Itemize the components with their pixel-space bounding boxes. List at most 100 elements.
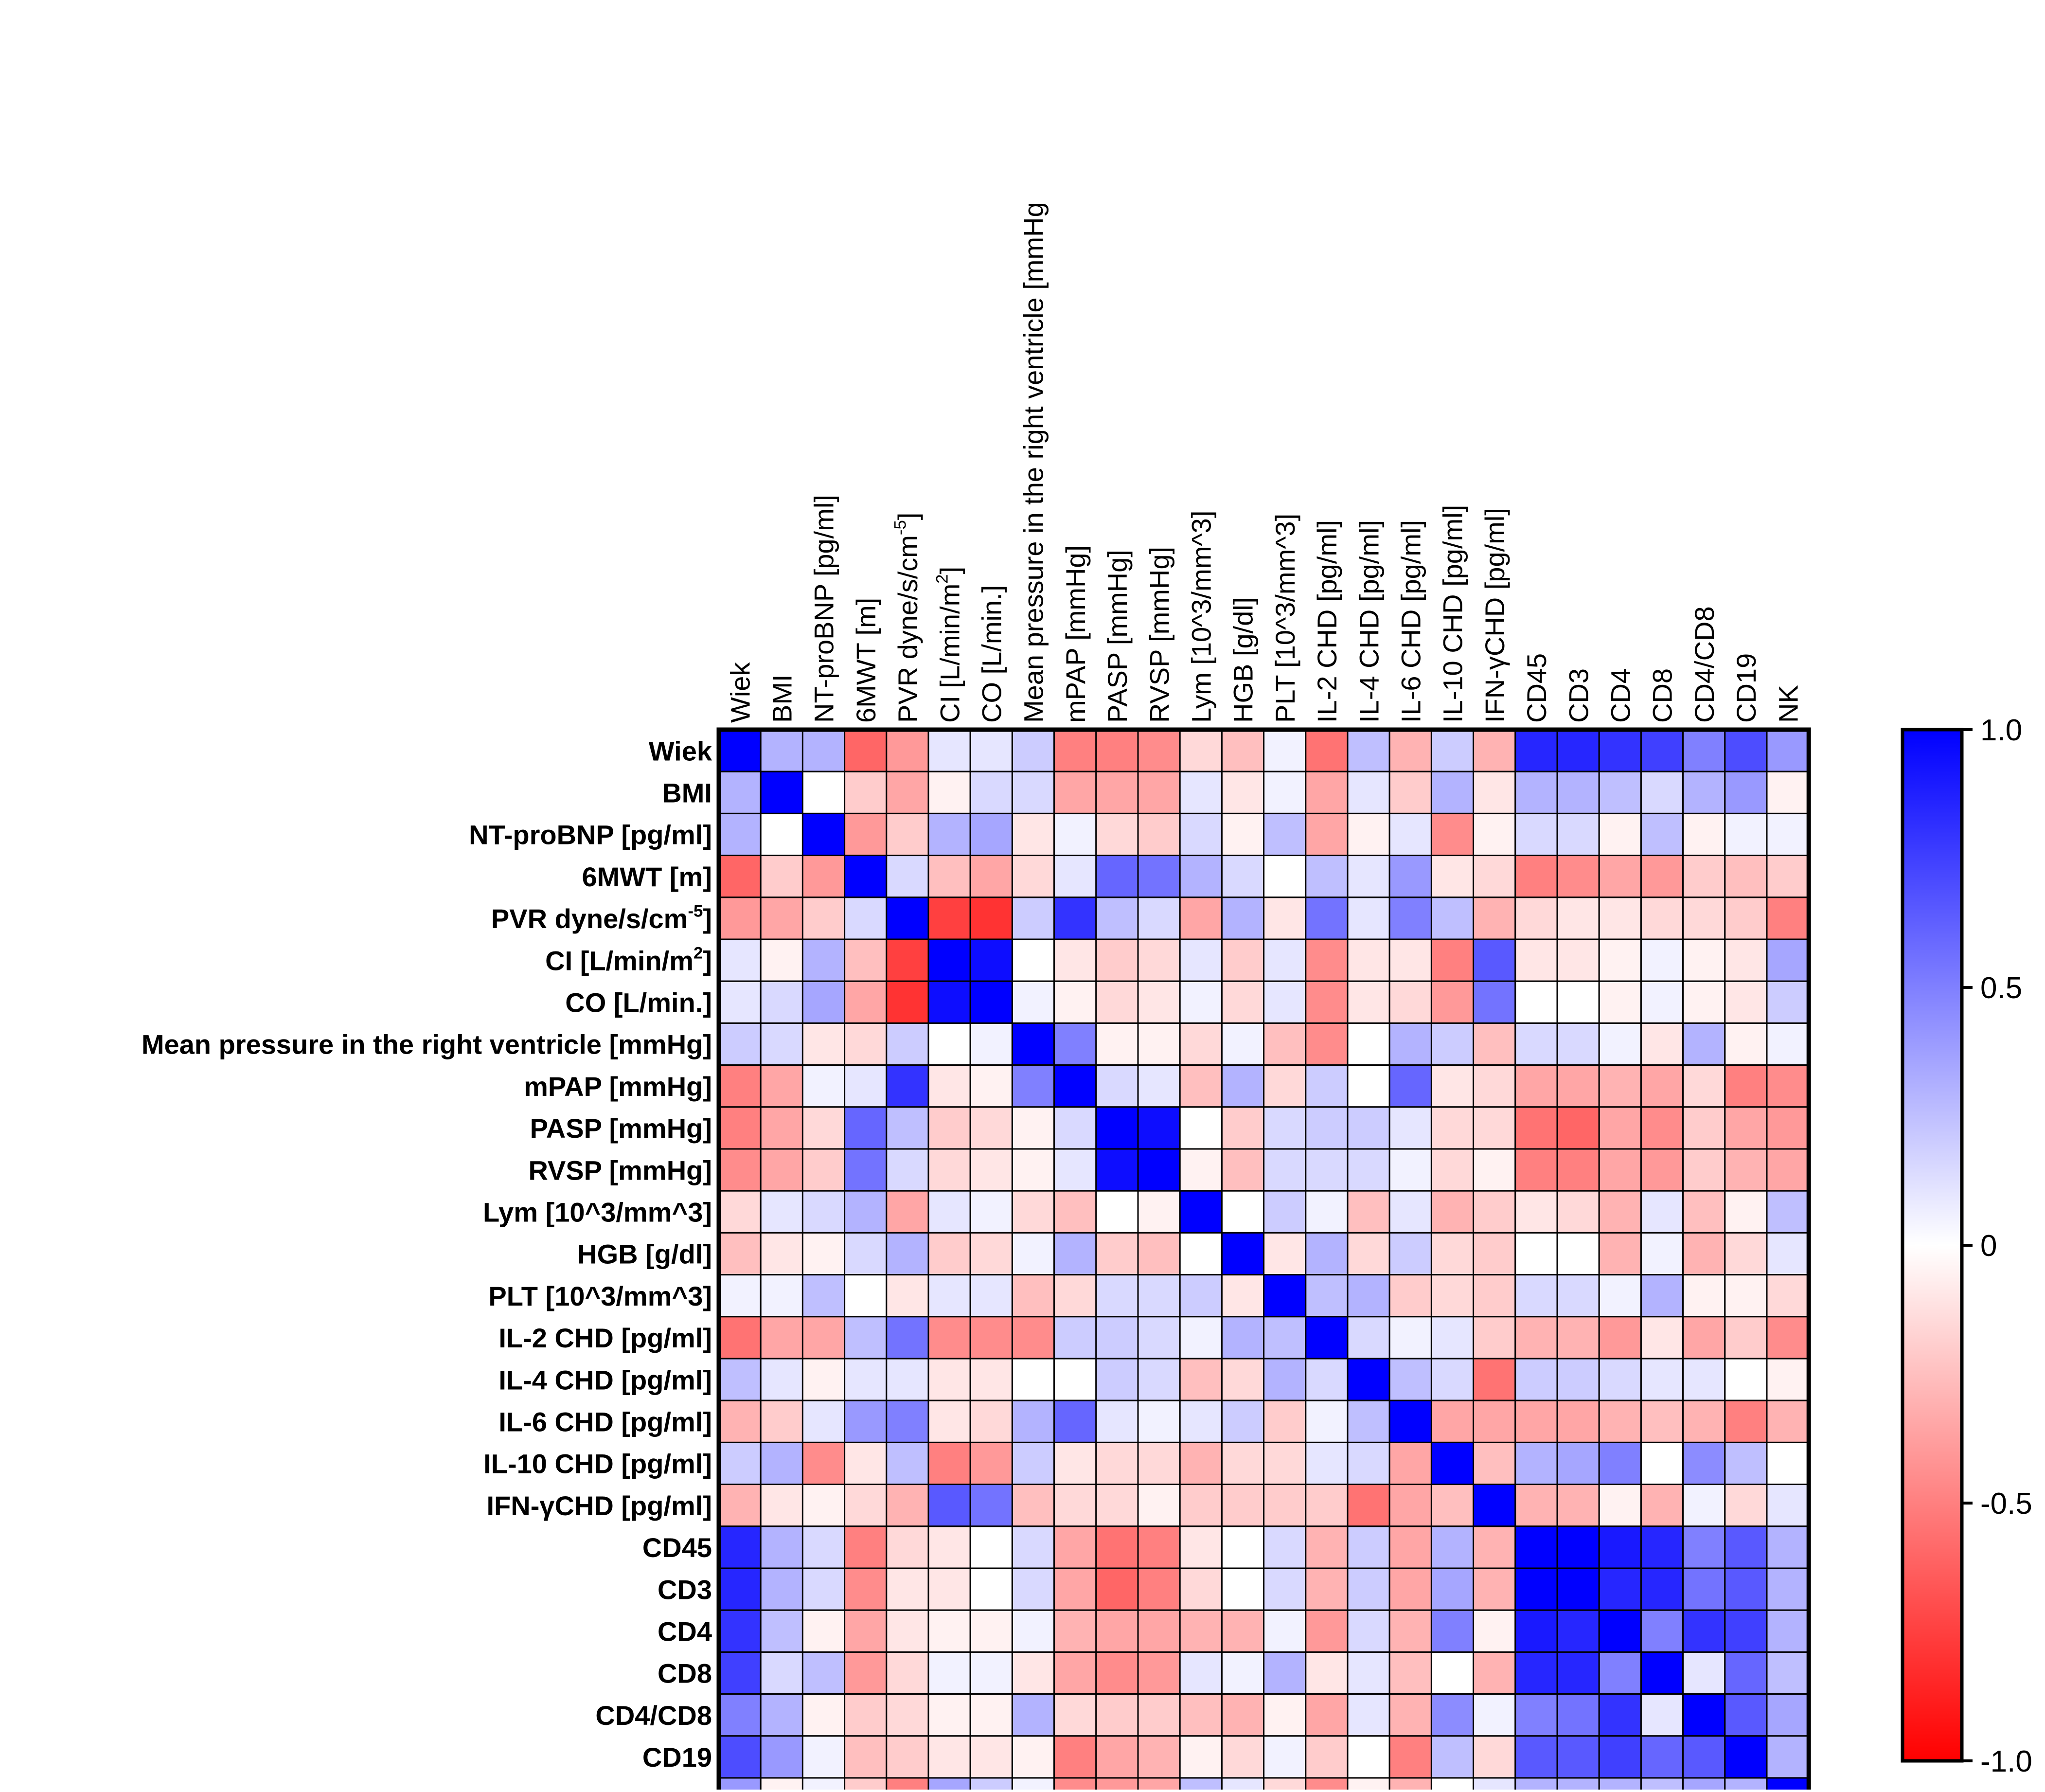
heatmap-cell <box>1095 729 1139 772</box>
heatmap-cell <box>1347 1399 1390 1443</box>
heatmap-cell <box>1221 1274 1265 1318</box>
heatmap-cell <box>1598 1399 1642 1443</box>
heatmap-cell <box>1221 1651 1265 1695</box>
heatmap-cell <box>1724 1399 1768 1443</box>
heatmap-cell <box>1305 1316 1349 1360</box>
heatmap-cell <box>844 896 888 940</box>
row-label: Lym [10^3/mm^3] <box>483 1197 712 1227</box>
heatmap-cell <box>1011 1358 1055 1401</box>
heatmap-cell <box>1430 1609 1475 1653</box>
heatmap-cell <box>1221 1064 1265 1108</box>
heatmap-cell <box>760 812 803 857</box>
heatmap-cell <box>1305 1735 1349 1779</box>
heatmap-cell <box>969 729 1013 772</box>
heatmap-cell <box>886 1441 929 1486</box>
heatmap-cell <box>969 1022 1013 1066</box>
column-label: mPAP [mmHg] <box>1060 545 1091 723</box>
row-label: Wiek <box>649 735 712 766</box>
heatmap-cell <box>844 855 888 898</box>
heatmap-cell <box>1388 812 1432 857</box>
heatmap-cell <box>844 1777 888 1792</box>
heatmap-cell <box>1766 1148 1810 1192</box>
heatmap-cell <box>1305 1441 1349 1486</box>
heatmap-cell <box>760 771 803 814</box>
heatmap-cell <box>969 1358 1013 1401</box>
heatmap-cell <box>1766 812 1810 857</box>
heatmap-cell <box>1221 1190 1265 1234</box>
heatmap-cell <box>886 1651 929 1695</box>
heatmap-cell <box>1095 1064 1139 1108</box>
heatmap-cell <box>760 1735 803 1779</box>
heatmap-cell <box>760 1022 803 1066</box>
heatmap-cell <box>927 1106 971 1150</box>
heatmap-cell <box>1053 812 1097 857</box>
heatmap-cell <box>844 1064 888 1108</box>
heatmap-cell <box>1766 1399 1810 1443</box>
heatmap-cell <box>718 1358 762 1401</box>
heatmap-cell <box>1305 1484 1349 1527</box>
heatmap-cell <box>1011 1484 1055 1527</box>
heatmap-cell <box>1137 980 1181 1024</box>
heatmap-cell <box>1053 1567 1097 1611</box>
heatmap-cell <box>1053 729 1097 772</box>
heatmap-cell <box>1305 855 1349 898</box>
heatmap-cell <box>969 1190 1013 1234</box>
heatmap-cell <box>1137 855 1181 898</box>
heatmap-cell <box>1682 1064 1726 1108</box>
heatmap-cell <box>1221 1358 1265 1401</box>
heatmap-border <box>716 727 1811 1792</box>
heatmap-cell <box>718 729 762 772</box>
heatmap-cell <box>1011 855 1055 898</box>
heatmap-cell <box>1221 1525 1265 1569</box>
heatmap-cell <box>1514 1777 1558 1792</box>
heatmap-cell <box>1095 1567 1139 1611</box>
heatmap-cell <box>1640 1609 1684 1653</box>
heatmap-cell <box>886 1190 929 1234</box>
heatmap-cell <box>1053 1358 1097 1401</box>
column-labels: Wiek BMI NT-proBNP [pg/ml] 6MWT [m] PVR dyne… <box>725 202 1803 723</box>
heatmap-cell <box>1766 1316 1810 1360</box>
heatmap-cell <box>969 1567 1013 1611</box>
heatmap-cell <box>801 1232 846 1276</box>
heatmap-cell <box>969 1609 1013 1653</box>
heatmap-cell <box>801 855 846 898</box>
heatmap-cell <box>1263 812 1307 857</box>
heatmap-cell <box>1430 896 1475 940</box>
heatmap-cell <box>1556 1735 1600 1779</box>
heatmap-cell <box>1137 1735 1181 1779</box>
column-label: IFN-γCHD [pg/ml] <box>1479 508 1510 723</box>
heatmap-cell <box>1095 1484 1139 1527</box>
heatmap-cell <box>1598 1525 1642 1569</box>
heatmap-cell <box>1473 855 1516 898</box>
heatmap-cell <box>1682 1567 1726 1611</box>
heatmap-cell <box>1514 812 1558 857</box>
heatmap-cell <box>1514 1064 1558 1108</box>
heatmap-cell <box>886 1316 929 1360</box>
heatmap-cell <box>1263 1274 1307 1318</box>
heatmap-cell <box>760 1106 803 1150</box>
heatmap-cell <box>927 1441 971 1486</box>
heatmap-cell <box>1305 1651 1349 1695</box>
column-label: IL-6 CHD [pg/ml] <box>1395 520 1426 723</box>
heatmap-cell <box>1430 1651 1475 1695</box>
heatmap-cell <box>1766 729 1810 772</box>
heatmap-cell <box>1598 1106 1642 1150</box>
heatmap-cell <box>844 1525 888 1569</box>
heatmap-cell <box>1305 1358 1349 1401</box>
heatmap-cell <box>1640 1399 1684 1443</box>
heatmap-cell <box>801 771 846 814</box>
heatmap-cell <box>1766 1022 1810 1066</box>
heatmap-cell <box>1598 1651 1642 1695</box>
heatmap-cell <box>969 980 1013 1024</box>
heatmap-cell <box>801 1567 846 1611</box>
column-label: CD4 <box>1605 668 1636 723</box>
heatmap-cell <box>1011 1148 1055 1192</box>
heatmap-cell <box>1095 1022 1139 1066</box>
heatmap-cell <box>1179 1274 1223 1318</box>
heatmap-cell <box>1430 1735 1475 1779</box>
heatmap-cell <box>1305 1777 1349 1792</box>
heatmap-cell <box>927 1232 971 1276</box>
heatmap-cell <box>886 1777 929 1792</box>
column-label: PVR dyne/s/cm-5] <box>891 513 924 723</box>
heatmap-cell <box>1263 980 1307 1024</box>
